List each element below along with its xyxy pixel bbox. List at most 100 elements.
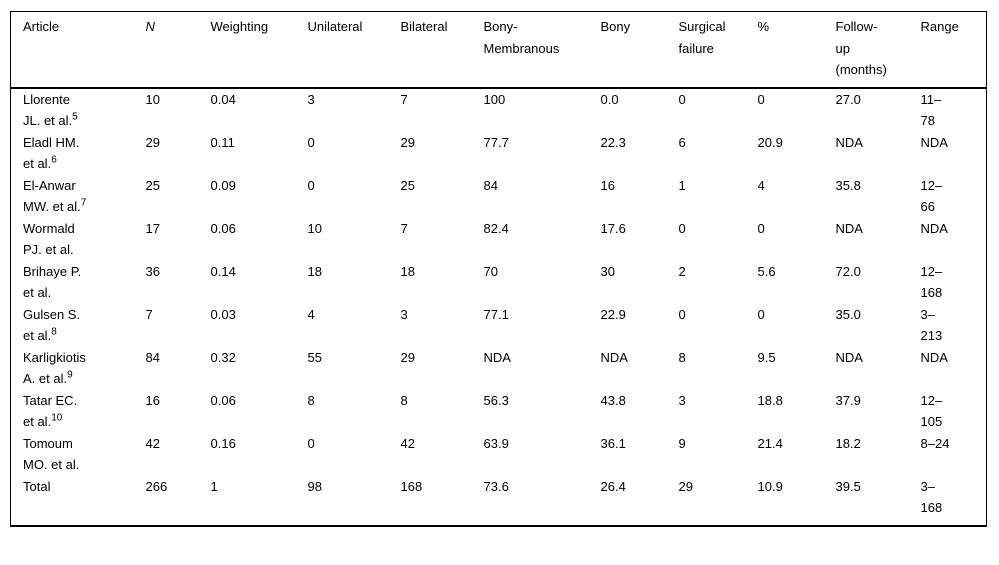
article-name: Brihaye P. et al. bbox=[23, 263, 82, 301]
table-cell: 10.9 bbox=[757, 478, 783, 494]
table-cell: 3–168 bbox=[920, 478, 943, 516]
reference-superscript: 5 bbox=[72, 111, 78, 123]
table-cell: 55 bbox=[307, 349, 322, 365]
table-cell: 84 bbox=[483, 177, 498, 193]
article-name: Karligkiotis A. et al. bbox=[23, 349, 86, 387]
table-cell: 35.0 bbox=[835, 306, 861, 322]
article-cell: Tomoum MO. et al. bbox=[11, 433, 146, 476]
table-cell: 20.9 bbox=[757, 134, 783, 150]
table-cell: 0 bbox=[757, 306, 765, 322]
table-row: Wormald PJ. et al. 17 0.06 10 7 82.4 17.6 0 0 NDA… bbox=[11, 218, 987, 261]
table-cell: 18 bbox=[307, 263, 322, 279]
article-name: Tatar EC. et al. bbox=[23, 392, 78, 430]
column-header-bony-membranous: Bony-Membranous bbox=[483, 11, 601, 89]
table-cell: 29 bbox=[400, 134, 415, 150]
table-cell: 6 bbox=[678, 134, 686, 150]
table-cell: 3 bbox=[678, 392, 686, 408]
table-cell: 0 bbox=[678, 306, 686, 322]
table-cell: 17.6 bbox=[600, 220, 626, 236]
column-header-range: Range bbox=[920, 11, 987, 89]
table-cell: 42 bbox=[145, 435, 160, 451]
table-cell: 63.9 bbox=[483, 435, 509, 451]
table-cell: 29 bbox=[678, 478, 693, 494]
table-row: Llorente JL. et al.5 10 0.04 3 7 100 0.0 0 0 27.0… bbox=[11, 88, 987, 132]
table-cell: 73.6 bbox=[483, 478, 509, 494]
table-cell: 36.1 bbox=[600, 435, 626, 451]
table-row: Brihaye P. et al. 36 0.14 18 18 70 30 2 5.6 72.0 1… bbox=[11, 261, 987, 304]
article-cell: Gulsen S. et al.8 bbox=[11, 304, 146, 347]
column-header-weighting: Weighting bbox=[210, 11, 308, 89]
table-row: Eladl HM. et al.6 29 0.11 0 29 77.7 22.3 6 20.9 N… bbox=[11, 132, 987, 175]
table-row: Karligkiotis A. et al.9 84 0.32 55 29 NDA NDA 8… bbox=[11, 347, 987, 390]
table-cell: 0 bbox=[757, 220, 765, 236]
article-cell: Llorente JL. et al.5 bbox=[11, 88, 146, 132]
article-name: Wormald PJ. et al. bbox=[23, 220, 75, 258]
table-cell: 82.4 bbox=[483, 220, 509, 236]
article-cell: El-Anwar MW. et al.7 bbox=[11, 175, 146, 218]
table-cell: 0 bbox=[678, 220, 686, 236]
table-cell: 0.06 bbox=[210, 392, 236, 408]
table-cell: 21.4 bbox=[757, 435, 783, 451]
table-row: Tomoum MO. et al. 42 0.16 0 42 63.9 36.1 9 21.4 1… bbox=[11, 433, 987, 476]
reference-superscript: 8 bbox=[51, 326, 57, 338]
table-cell: 29 bbox=[145, 134, 160, 150]
table-cell: 12–168 bbox=[920, 263, 943, 301]
article-cell: Tatar EC. et al.10 bbox=[11, 390, 146, 433]
table-cell: 7 bbox=[400, 91, 408, 107]
table-cell: 18.2 bbox=[835, 435, 861, 451]
table-cell: 77.7 bbox=[483, 134, 509, 150]
table-cell: 70 bbox=[483, 263, 498, 279]
table-cell: 10 bbox=[307, 220, 322, 236]
table-cell: 4 bbox=[307, 306, 315, 322]
column-header-surgical-failure: Surgical failure bbox=[678, 11, 758, 89]
table-cell: NDA bbox=[920, 220, 948, 236]
article-cell: Eladl HM. et al.6 bbox=[11, 132, 146, 175]
table-cell: 0.32 bbox=[210, 349, 236, 365]
table-cell: 25 bbox=[400, 177, 415, 193]
table-cell: 10 bbox=[145, 91, 160, 107]
table-cell: 168 bbox=[400, 478, 423, 494]
table-cell: 0.09 bbox=[210, 177, 236, 193]
column-header-bilateral: Bilateral bbox=[400, 11, 484, 89]
table-cell: 3 bbox=[400, 306, 408, 322]
column-header-unilateral: Unilateral bbox=[307, 11, 401, 89]
table-cell: 56.3 bbox=[483, 392, 509, 408]
reference-superscript: 10 bbox=[51, 412, 63, 424]
table-cell: 26.4 bbox=[600, 478, 626, 494]
reference-superscript: 7 bbox=[80, 197, 87, 209]
table-cell: 29 bbox=[400, 349, 415, 365]
column-header-follow-up-months: Follow-up (months) bbox=[835, 11, 921, 89]
table-cell: 42 bbox=[400, 435, 415, 451]
table-row: El-Anwar MW. et al.7 25 0.09 0 25 84 16 1 4 35.8 1… bbox=[11, 175, 987, 218]
article-name: Gulsen S. et al. bbox=[23, 306, 81, 344]
article-name: Eladl HM. et al. bbox=[23, 134, 80, 172]
table-cell: 16 bbox=[145, 392, 160, 408]
table-cell: NDA bbox=[483, 349, 511, 365]
table-cell: 0.16 bbox=[210, 435, 236, 451]
column-header-: % bbox=[757, 11, 836, 89]
table-cell: 43.8 bbox=[600, 392, 626, 408]
table-cell: 0 bbox=[307, 177, 315, 193]
table-cell: 0 bbox=[757, 91, 765, 107]
table-cell: NDA bbox=[600, 349, 628, 365]
table-row: Gulsen S. et al.8 7 0.03 4 3 77.1 22.9 0 0 35.0 3–… bbox=[11, 304, 987, 347]
reference-superscript: 6 bbox=[51, 154, 57, 166]
article-cell: Total bbox=[11, 476, 146, 526]
table-cell: 8 bbox=[678, 349, 686, 365]
table-cell: 5.6 bbox=[757, 263, 776, 279]
study-results-table: Article N Weighting Unilateral Bilateral Bony… bbox=[10, 11, 987, 527]
table-cell: 8 bbox=[400, 392, 408, 408]
table-cell: 7 bbox=[400, 220, 408, 236]
article-cell: Karligkiotis A. et al.9 bbox=[11, 347, 146, 390]
table-cell: 3–213 bbox=[920, 306, 943, 344]
table-cell: 22.9 bbox=[600, 306, 626, 322]
table-row: Tatar EC. et al.10 16 0.06 8 8 56.3 43.8 3 18.8 3… bbox=[11, 390, 987, 433]
table-cell: NDA bbox=[920, 349, 948, 365]
table-cell: NDA bbox=[920, 134, 948, 150]
table-cell: 100 bbox=[483, 91, 506, 107]
table-cell: 72.0 bbox=[835, 263, 861, 279]
table-cell: 8 bbox=[307, 392, 315, 408]
table-cell: 18.8 bbox=[757, 392, 783, 408]
table-cell: 18 bbox=[400, 263, 415, 279]
article-cell: Brihaye P. et al. bbox=[11, 261, 146, 304]
